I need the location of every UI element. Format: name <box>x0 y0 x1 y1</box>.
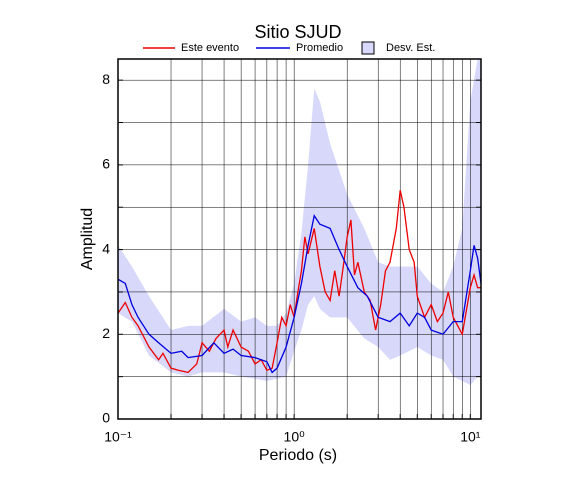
x-tick-label: 10⁻¹ <box>104 429 132 445</box>
x-tick-label: 10⁰ <box>284 429 306 445</box>
y-tick-label: 8 <box>102 71 110 87</box>
y-tick-label: 4 <box>102 240 110 256</box>
chart-title: Sitio SJUD <box>254 22 341 42</box>
legend-swatch <box>361 41 375 55</box>
x-axis-label: Periodo (s) <box>259 447 337 464</box>
legend-label: Promedio <box>296 42 343 54</box>
y-tick-label: 0 <box>102 410 110 426</box>
x-tick-label: 10¹ <box>460 429 481 445</box>
y-tick-label: 2 <box>102 325 110 341</box>
series-line <box>117 214 482 374</box>
y-tick-label: 6 <box>102 156 110 172</box>
series-line <box>117 190 481 374</box>
legend-label: Este evento <box>181 42 239 54</box>
std-band <box>118 59 481 386</box>
y-axis-label: Amplitud <box>79 208 96 270</box>
plot-frame <box>117 58 482 420</box>
legend-label: Desv. Est. <box>386 42 435 54</box>
